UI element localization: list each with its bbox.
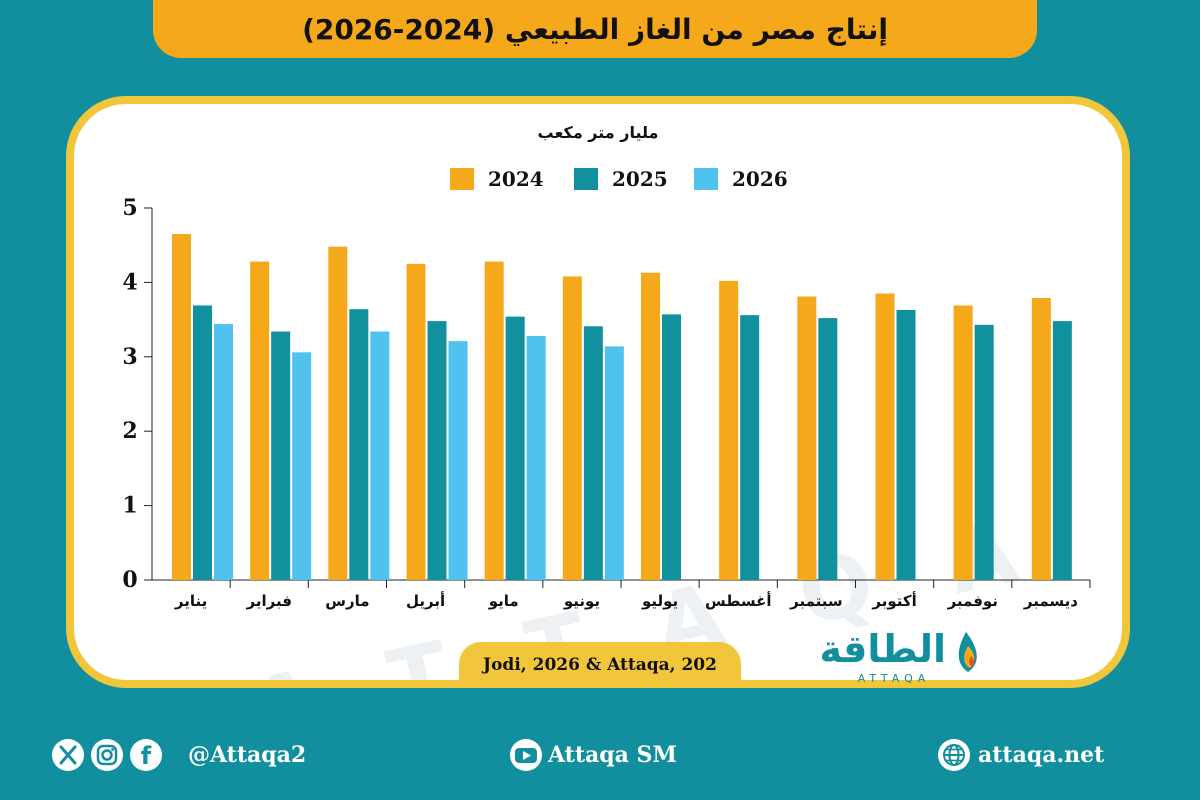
facebook-icon: f <box>130 739 162 771</box>
globe-icon <box>938 739 970 771</box>
bar-2025-4 <box>427 321 447 580</box>
bar-2024-7 <box>641 272 660 580</box>
logo-arabic-text: الطاقة <box>819 627 946 671</box>
attaqa-logo: الطاقة ATTAQA <box>819 627 977 685</box>
legend-swatch-2024 <box>450 168 474 190</box>
bar-2024-11 <box>953 305 973 580</box>
bar-2024-4 <box>406 263 426 580</box>
bar-2024-5 <box>484 261 504 580</box>
youtube-icon <box>510 739 542 771</box>
instagram-icon <box>91 739 123 771</box>
x-tick-label: يناير <box>174 592 207 610</box>
page-title: إنتاج مصر من الغاز الطبيعي (2024-2026) <box>153 0 1037 58</box>
x-tick-label: يونيو <box>563 592 600 610</box>
bar-2024-12 <box>1031 298 1051 580</box>
social-icons: f <box>52 739 162 771</box>
logo-latin-text: ATTAQA <box>858 672 931 685</box>
bar-2025-11 <box>974 324 994 580</box>
bar-2024-9 <box>797 296 817 580</box>
x-icon <box>52 739 84 771</box>
bar-2026-6 <box>604 346 624 580</box>
legend-swatch-2026 <box>694 168 718 190</box>
bar-2025-9 <box>818 318 838 580</box>
social-handle-text[interactable]: @Attaqa2 <box>188 742 307 768</box>
chart-card: ATTAQA مليار متر مكعب 2024 2025 2026 0 1 2 3 4 5 ي… <box>66 96 1130 688</box>
social-handles[interactable]: f @Attaqa2 <box>50 735 306 775</box>
bar-2024-2 <box>250 261 270 580</box>
bar-2024-3 <box>328 246 348 581</box>
legend-label-2025: 2025 <box>612 167 668 191</box>
x-tick-label: أكتوبر <box>871 591 916 610</box>
website-link[interactable]: attaqa.net <box>936 735 1104 775</box>
youtube-link[interactable]: Attaqa SM <box>508 735 677 775</box>
bar-2024-1 <box>172 234 191 581</box>
y-axis-label: مليار متر مكعب <box>538 123 659 142</box>
y-tick-label: 4 <box>122 269 137 295</box>
y-tick-label: 5 <box>122 195 137 221</box>
source-note: Jodi, 2026 & Attaqa, 202 <box>459 642 741 688</box>
bar-2025-2 <box>271 331 291 580</box>
x-tick-label: مايو <box>488 592 519 610</box>
bar-2026-2 <box>292 352 312 580</box>
bar-2026-3 <box>370 331 390 580</box>
x-tick-label: أغسطس <box>705 591 771 610</box>
legend-label-2024: 2024 <box>488 167 544 191</box>
y-tick-label: 0 <box>122 567 137 593</box>
bar-2026-5 <box>526 335 546 580</box>
bar-2025-12 <box>1052 321 1072 580</box>
legend-swatch-2025 <box>574 168 598 190</box>
bar-2026-4 <box>448 341 468 580</box>
x-tick-label: أبريل <box>406 591 445 610</box>
x-tick-label: يوليو <box>641 592 678 610</box>
bar-2025-8 <box>740 315 760 580</box>
bar-2025-6 <box>583 326 603 580</box>
y-tick-label: 3 <box>122 344 137 370</box>
bar-2025-3 <box>349 309 369 580</box>
bar-2024-6 <box>562 276 582 580</box>
bar-chart: مليار متر مكعب 2024 2025 2026 0 1 2 3 4 5 يناير فبر… <box>122 123 1091 610</box>
x-tick-label: مارس <box>325 592 369 610</box>
svg-text:f: f <box>141 742 152 770</box>
youtube-channel-text[interactable]: Attaqa SM <box>548 742 677 768</box>
bar-2025-5 <box>505 316 525 580</box>
x-tick-label: فبراير <box>246 592 292 610</box>
bar-2024-8 <box>719 280 739 580</box>
bar-2026-1 <box>214 324 233 580</box>
bar-2025-7 <box>662 314 681 580</box>
flame-drop-icon <box>958 632 977 672</box>
y-tick-label: 2 <box>122 418 137 444</box>
x-tick-label: نوفمبر <box>947 592 998 610</box>
legend-label-2026: 2026 <box>732 167 788 191</box>
x-tick-label: ديسمبر <box>1023 592 1078 610</box>
website-text[interactable]: attaqa.net <box>978 742 1105 768</box>
y-tick-label: 1 <box>122 493 137 519</box>
x-tick-label: سبتمبر <box>789 592 843 610</box>
bar-2025-10 <box>896 309 916 580</box>
bar-2024-10 <box>875 293 895 580</box>
bar-2025-1 <box>193 305 212 580</box>
